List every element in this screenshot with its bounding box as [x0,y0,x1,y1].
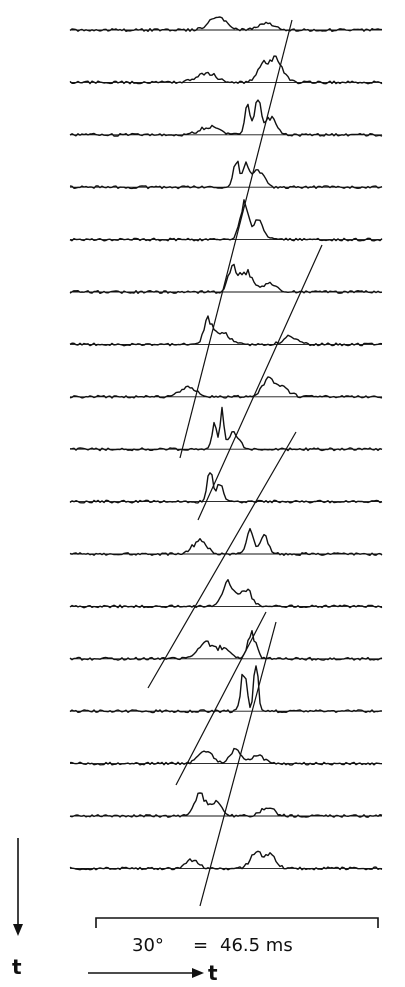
scale-bar-duration: 46.5 ms [220,935,293,956]
trace-2 [69,55,383,85]
vertical-time-axis: t [12,838,23,979]
trace-7 [69,315,383,347]
vertical-axis-arrowhead [13,924,23,936]
trace-6 [69,263,383,294]
slope-line-3 [147,431,297,689]
trace-13 [69,630,383,661]
scale-bar: 30° = 46.5 ms [95,917,379,956]
slope-line-2 [197,244,323,521]
trace-3 [69,99,383,137]
scale-bar-equals: = [193,935,208,956]
scale-bar-bracket [95,917,379,928]
slope-lines [147,19,323,907]
trace-17 [69,850,383,871]
horizontal-time-axis: t [88,961,218,985]
vertical-axis-label: t [12,955,22,979]
trace-11 [69,527,383,556]
trace-14 [69,665,383,714]
slope-line-5 [199,621,277,907]
scale-bar-angle: 30° [132,935,164,956]
horizontal-axis-label: t [208,961,218,985]
trace-9 [69,406,383,452]
slope-line-4 [175,611,267,786]
trace-16 [69,792,383,818]
trace-15 [70,747,383,766]
horizontal-axis-arrowhead [192,968,204,978]
trace-1 [69,16,383,32]
trace-5 [69,199,383,242]
trace-8 [69,376,383,399]
trace-10 [69,472,383,504]
slope-line-1 [179,19,293,459]
trace-stack [69,16,383,871]
trace-4 [69,160,383,190]
trace-12 [69,579,383,609]
